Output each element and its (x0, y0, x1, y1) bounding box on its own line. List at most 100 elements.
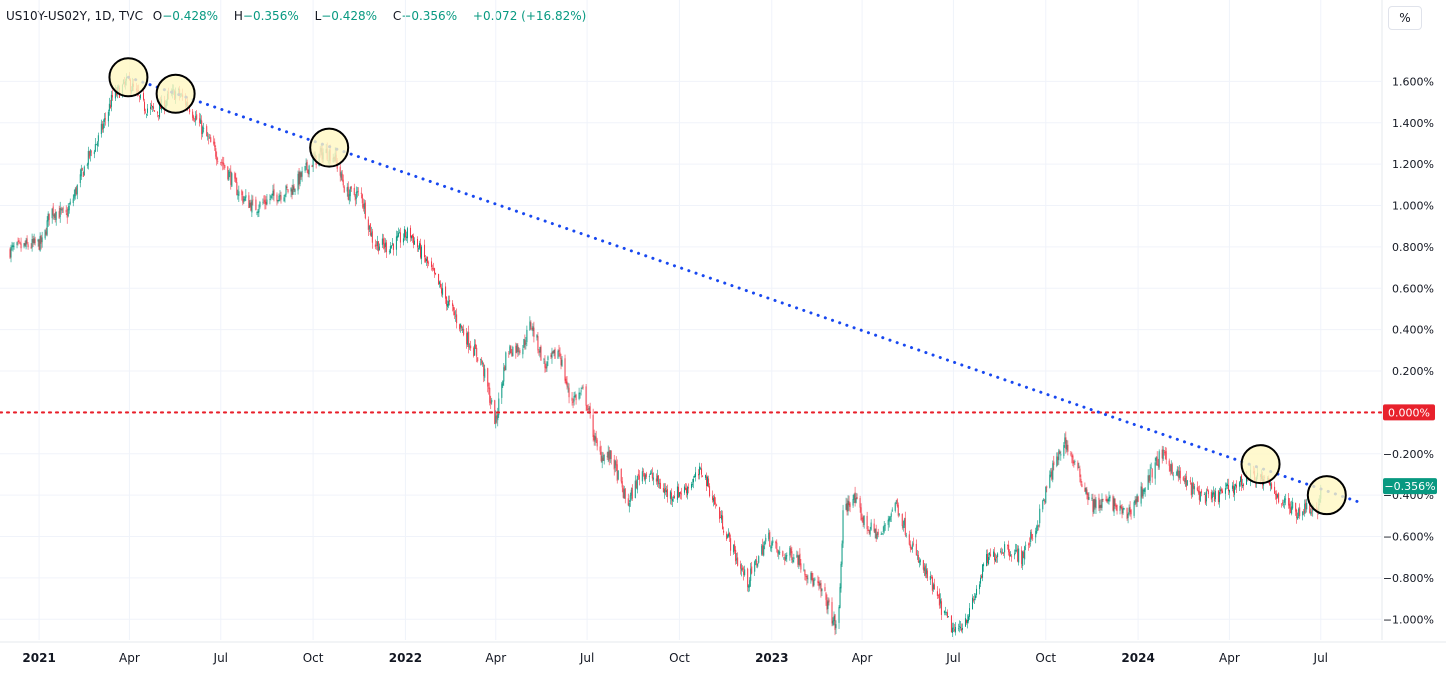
candle-body (1204, 494, 1206, 504)
candle-body (279, 195, 281, 197)
candle-body (1304, 503, 1306, 514)
candle-body (772, 540, 774, 544)
candle-body (895, 500, 897, 502)
candle-body (960, 628, 962, 631)
candle-body (1238, 482, 1240, 487)
x-tick-label: 2023 (755, 651, 788, 665)
candle-body (431, 261, 433, 268)
time-axis[interactable]: 2021 Apr Jul Oct 2022 Apr Jul Oct 2023 Apr Jul Oct 2… (22, 651, 1328, 665)
candle-body (587, 409, 589, 411)
candle-body (461, 325, 463, 329)
candle-body (601, 455, 603, 463)
candle-body (1151, 469, 1153, 478)
candle-body (1277, 494, 1279, 498)
candle-body (1197, 490, 1199, 493)
candle-body (526, 329, 528, 343)
candle-body (1207, 490, 1209, 495)
candle-body (973, 599, 975, 601)
candle-body (483, 364, 485, 377)
candle-body (311, 165, 313, 167)
y-tick-label: 1.200% (1392, 158, 1434, 171)
candle-body (196, 114, 198, 120)
candle-body (915, 543, 917, 556)
candle-body (1022, 551, 1024, 567)
candle-body (996, 556, 998, 559)
candle-body (1010, 554, 1012, 557)
percent-scale-button[interactable]: % (1388, 6, 1422, 30)
candle-body (557, 351, 559, 359)
candle-body (80, 169, 82, 177)
candle-body (1206, 489, 1208, 491)
legend-close-label: C (392, 9, 402, 23)
candle-body (1199, 491, 1201, 501)
trendline[interactable] (126, 75, 1365, 505)
candle-body (228, 171, 230, 181)
candle-body (357, 191, 359, 192)
candle-body (776, 542, 778, 550)
candle-body (256, 211, 258, 213)
candle-body (846, 503, 848, 512)
candle-body (39, 236, 41, 251)
candle-body (1178, 470, 1180, 478)
candle-body (1226, 483, 1228, 486)
candle-body (729, 532, 731, 538)
candle-body (470, 345, 472, 349)
candle-body (1189, 480, 1191, 483)
candle-body (111, 95, 113, 98)
candle-body (272, 190, 274, 196)
price-axis[interactable]: 1.600% 1.400% 1.200% 1.000% 0.800% 0.600% 0.40… (1383, 75, 1437, 626)
candle-body (571, 397, 573, 401)
candle-body (592, 414, 594, 438)
y-tick-label: 0.400% (1392, 324, 1434, 337)
candle-body (273, 189, 275, 196)
candle-body (744, 569, 746, 576)
candle-body (708, 478, 710, 487)
candle-body (777, 549, 779, 554)
candle-body (307, 169, 309, 174)
candle-body (33, 238, 35, 244)
candle-body (306, 161, 308, 170)
candle-body (800, 563, 802, 570)
candle-body (299, 171, 301, 184)
candle-body (1051, 470, 1053, 480)
candle-body (943, 610, 945, 613)
candle-body (41, 237, 43, 243)
candle-body (1000, 551, 1002, 552)
candle-body (614, 460, 616, 469)
candle-body (1275, 494, 1277, 496)
candle-body (262, 202, 264, 203)
candle-body (898, 513, 900, 515)
candle-body (1297, 516, 1299, 520)
candle-body (1065, 437, 1067, 450)
candle-body (1073, 461, 1075, 464)
candle-body (69, 201, 71, 205)
candle-body (700, 468, 702, 469)
candle-body (257, 211, 259, 214)
candle-body (34, 238, 36, 244)
candle-body (924, 565, 926, 576)
candle-body (1165, 451, 1167, 460)
candle-body (1032, 538, 1034, 540)
candle-body (439, 281, 441, 285)
candle-body (1228, 489, 1230, 493)
candle-body (460, 323, 462, 328)
candle-body (575, 394, 577, 401)
candle-body (701, 468, 703, 475)
candle-body (202, 126, 204, 134)
candle-body (891, 509, 893, 512)
candle-body (466, 332, 468, 345)
x-tick-label: Apr (485, 651, 506, 665)
legend-symbol[interactable]: US10Y-US02Y, 1D, TVC (6, 9, 143, 23)
candle-body (558, 349, 560, 352)
candle-body (1170, 463, 1172, 472)
candle-body (339, 166, 341, 176)
x-tick-label: 2022 (389, 651, 422, 665)
candle-body (821, 589, 823, 591)
candle-body (508, 353, 510, 354)
candle-body (1141, 486, 1143, 498)
candle-body (300, 172, 302, 178)
candle-body (945, 612, 947, 613)
candle-body (610, 450, 612, 460)
candle-body (452, 303, 454, 307)
